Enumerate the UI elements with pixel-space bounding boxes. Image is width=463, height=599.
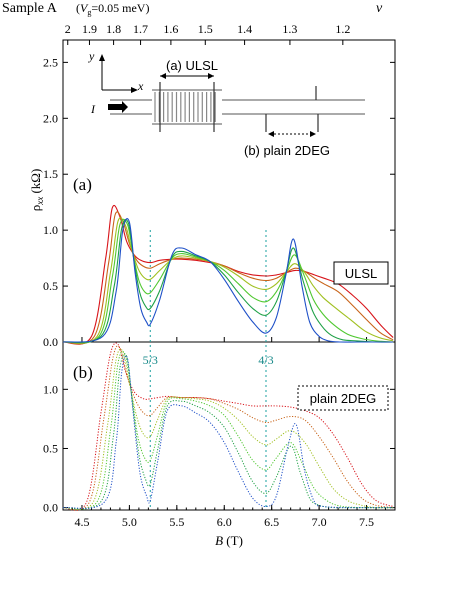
inset-2deg-label: (b) plain 2DEG (244, 143, 330, 158)
x-axis-label: B (T) (215, 533, 243, 548)
current-arrow-icon (108, 101, 128, 113)
panel-a-legend: ULSL (333, 261, 389, 285)
sample-label: Sample A (2, 1, 58, 16)
y-tick-label-a: 2.5 (43, 55, 58, 69)
series-b-3 (62, 350, 394, 510)
nu-tick-label: 1.8 (106, 22, 121, 36)
y-axis-label: ρxx (kΩ) (28, 169, 45, 212)
series-a-5 (62, 218, 394, 343)
y-tick-label-a: 0.0 (43, 335, 58, 349)
nu-tick-label: 1.2 (335, 22, 350, 36)
panel-a-label: (a) (73, 175, 92, 194)
fraction-markers: 5/3 4/3 (143, 230, 274, 510)
panel-b-legend-text: plain 2DEG (310, 391, 376, 406)
inset-y-arrowhead (99, 54, 105, 61)
nu-tick-label: 1.6 (163, 22, 178, 36)
series-b-5 (62, 355, 394, 509)
inset-ulsl-grating (154, 92, 216, 122)
y-tick-label-a: 2.0 (43, 111, 58, 125)
series-a-2 (62, 217, 394, 344)
y-tick-label-b: 0.0 (43, 501, 58, 515)
gate-voltage-label: (Vg=0.05 meV) (76, 1, 149, 17)
x-tick-label: 4.5 (74, 515, 89, 529)
panel-a-series (62, 204, 394, 345)
nu-axis-label: ν (376, 1, 383, 16)
2deg-span-arrowhead-left (268, 131, 274, 137)
x-tick-label: 5.0 (122, 515, 137, 529)
x-tick-label: 7.0 (312, 515, 327, 529)
nu-tick-label: 2 (65, 22, 71, 36)
device-inset (110, 82, 365, 132)
panel-b-legend-box (297, 385, 389, 411)
inset-current-label: I (90, 102, 96, 116)
inset-x-label: x (137, 79, 144, 93)
y-tick-label-a: 0.5 (43, 279, 58, 293)
y-tick-label-a: 1.5 (43, 167, 58, 181)
series-b-2 (62, 348, 394, 510)
series-a-1 (62, 211, 394, 345)
y-tick-label-a: 1.0 (43, 223, 58, 237)
x-tick-label: 5.5 (169, 515, 184, 529)
inset-coordinate-axes (99, 54, 138, 93)
ulsl-span-arrowhead-left (160, 73, 166, 79)
series-b-4 (62, 353, 394, 510)
series-b-1 (62, 345, 394, 511)
panel-b-frame (62, 341, 396, 511)
panel-b-series (62, 342, 394, 511)
x-tick-labels: 4.5 5.0 5.5 6.0 6.5 7.0 7.5 (74, 515, 374, 529)
panel-b-y-tick-labels: 0.0 0.5 1.0 (43, 382, 58, 514)
ulsl-span-arrowhead-right (208, 73, 214, 79)
nu-tick-label: 1.5 (198, 22, 213, 36)
y-tick-label-b: 1.0 (43, 382, 58, 396)
panel-a-legend-text: ULSL (345, 266, 378, 281)
panel-b-legend: plain 2DEG (297, 385, 389, 411)
fraction-label: 5/3 (143, 353, 158, 367)
inset-y-label: y (88, 49, 95, 63)
nu-tick-labels: 2 1.9 1.8 1.7 1.6 1.5 1.4 1.3 1.2 (65, 22, 351, 36)
panel-a-legend-box (333, 261, 389, 285)
x-tick-label: 7.5 (359, 515, 374, 529)
panel-a-y-tick-labels: 0.0 0.5 1.0 1.5 2.0 2.5 (43, 55, 58, 349)
nu-tick-label: 1.3 (282, 22, 297, 36)
nu-tick-label: 1.7 (133, 22, 148, 36)
2deg-span-arrow (268, 131, 316, 137)
2deg-span-arrowhead-right (310, 131, 316, 137)
x-tick-label: 6.5 (264, 515, 279, 529)
ulsl-span-arrow (160, 73, 214, 79)
panel-b-label: (b) (73, 363, 93, 382)
fraction-label: 4/3 (258, 353, 273, 367)
nu-tick-label: 1.9 (82, 22, 97, 36)
inset-ulsl-label: (a) ULSL (166, 58, 218, 73)
nu-tick-label: 1.4 (237, 22, 252, 36)
inset-x-arrowhead (131, 87, 138, 93)
series-b-0 (62, 342, 394, 511)
y-tick-label-b: 0.5 (43, 441, 58, 455)
x-tick-label: 6.0 (217, 515, 232, 529)
